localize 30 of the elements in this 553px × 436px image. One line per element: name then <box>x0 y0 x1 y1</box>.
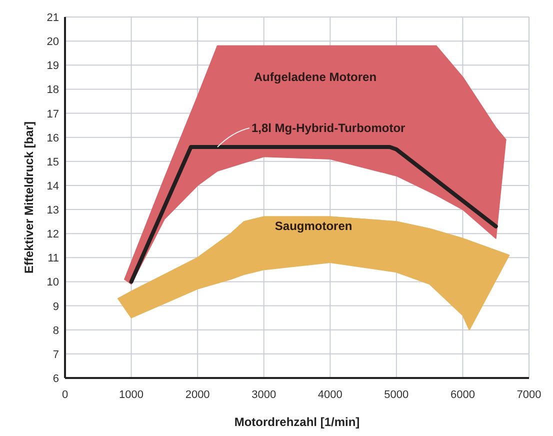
y-tick-label: 17 <box>46 108 59 120</box>
y-tick-label: 11 <box>48 252 59 265</box>
y-axis-title: Effektiver Mitteldruck [bar] <box>22 121 36 274</box>
y-tick-label: 8 <box>52 324 59 337</box>
x-tick-label: 2000 <box>185 389 210 401</box>
y-tick-label: 19 <box>46 60 59 72</box>
x-axis-title: Motordrehzahl [1/min] <box>234 415 360 429</box>
y-tick-label: 20 <box>46 36 59 48</box>
y-tick-label: 13 <box>46 204 59 217</box>
x-tick-label: 0 <box>62 389 68 401</box>
y-tick-label: 14 <box>46 180 59 192</box>
y-tick-label: 16 <box>46 132 59 144</box>
y-tick-label: 21 <box>46 12 59 24</box>
y-tick-label: 6 <box>52 373 59 385</box>
x-tick-label: 6000 <box>450 389 475 401</box>
text: Aufgeladene Motoren <box>254 70 377 84</box>
y-tick-label: 18 <box>46 84 59 96</box>
series-label: Saugmotoren <box>274 219 352 234</box>
annotation: 1,8l Mg-Hybrid-Turbomotor <box>251 120 406 135</box>
y-tick-label: 10 <box>46 276 59 289</box>
x-tick-label: 1000 <box>119 389 144 401</box>
x-tick-label: 7000 <box>516 389 542 401</box>
x-tick-label: 3000 <box>252 389 276 401</box>
y-tick-label: 12 <box>46 228 59 241</box>
y-tick-label: 15 <box>46 156 59 168</box>
x-tick-label: 4000 <box>318 389 342 401</box>
y-tick-label: 7 <box>52 348 59 361</box>
y-tick-label: 9 <box>52 300 59 313</box>
line-series <box>129 144 498 284</box>
x-tick-label: 5000 <box>384 389 409 401</box>
